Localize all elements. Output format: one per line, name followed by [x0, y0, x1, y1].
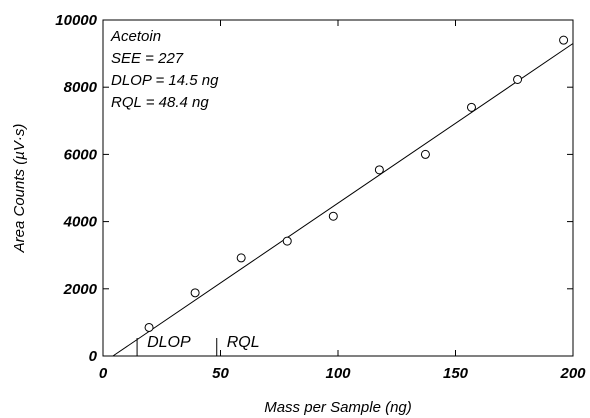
y-tick-label-0: 0 — [89, 348, 98, 365]
y-axis-title: Area Counts (µV·s) — [11, 124, 28, 254]
y-tick-label-1: 2000 — [63, 281, 98, 298]
annotation-compound: Acetoin — [110, 28, 161, 45]
data-point-8 — [513, 74, 523, 84]
data-point-0 — [144, 322, 154, 332]
regression-line — [112, 43, 574, 357]
data-point-3 — [282, 236, 292, 246]
data-point-6 — [420, 149, 430, 159]
annotation-block: Acetoin SEE = 227 DLOP = 14.5 ng RQL = 4… — [110, 28, 219, 111]
x-tick-label-0: 0 — [99, 365, 108, 382]
x-axis-title: Mass per Sample (ng) — [264, 399, 412, 416]
y-tick-label-2: 4000 — [63, 214, 98, 231]
annotation-rql: RQL = 48.4 ng — [111, 94, 209, 111]
x-tick-label-4: 200 — [559, 365, 586, 382]
data-point-9 — [559, 35, 569, 45]
y-axis-tick-labels: 0 2000 4000 6000 8000 10000 — [55, 12, 97, 365]
data-point-1 — [190, 288, 200, 298]
y-axis-ticks — [103, 19, 573, 357]
marker-label-rql: RQL — [227, 334, 260, 351]
y-tick-label-5: 10000 — [55, 12, 97, 29]
plot-area — [102, 19, 574, 357]
data-points — [144, 35, 569, 332]
data-point-5 — [374, 165, 384, 175]
y-tick-label-3: 6000 — [64, 146, 98, 163]
data-point-7 — [466, 102, 476, 112]
annotation-see: SEE = 227 — [111, 50, 184, 67]
x-tick-label-3: 150 — [443, 365, 469, 382]
y-tick-label-4: 8000 — [64, 79, 98, 96]
data-point-4 — [328, 211, 338, 221]
x-axis-ticks — [102, 20, 574, 356]
data-point-2 — [236, 253, 246, 263]
annotation-dlop: DLOP = 14.5 ng — [111, 72, 219, 89]
x-tick-label-2: 100 — [325, 365, 351, 382]
limit-markers: DLOP RQL — [136, 334, 260, 356]
marker-label-dlop: DLOP — [147, 334, 191, 351]
x-axis-tick-labels: 0 50 100 150 200 — [99, 365, 586, 382]
x-tick-label-1: 50 — [212, 365, 229, 382]
